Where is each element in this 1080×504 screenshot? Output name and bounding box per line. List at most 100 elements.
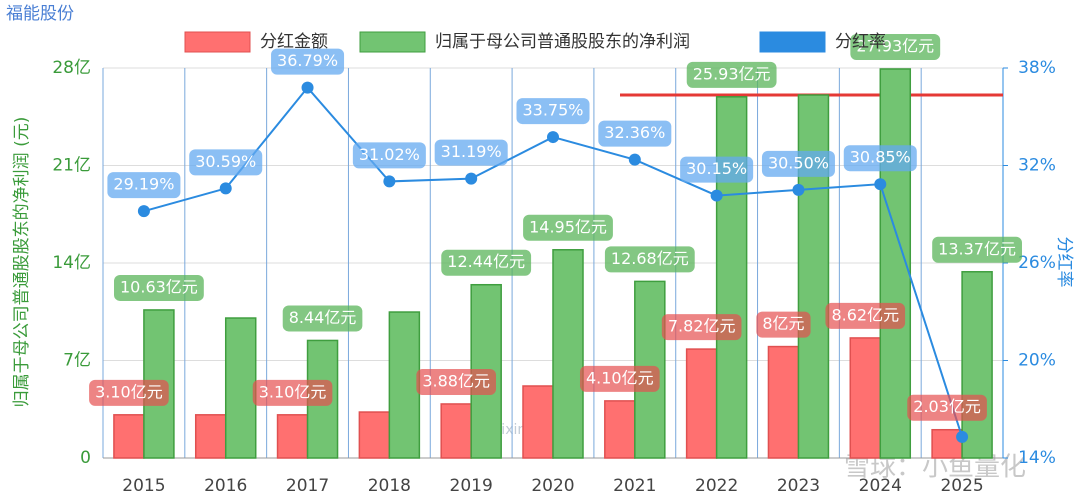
legend-swatch	[759, 31, 826, 53]
data-label: 4.10亿元	[586, 368, 654, 387]
point	[465, 172, 478, 185]
y2-tick-label: 14%	[1018, 448, 1056, 468]
data-label: 3.88亿元	[422, 371, 490, 390]
point	[219, 182, 232, 195]
label-box	[907, 394, 987, 421]
point	[956, 430, 969, 443]
y2-axis-label: 分红率	[1054, 237, 1074, 288]
data-label: 2.03亿元	[913, 397, 981, 416]
data-label: 12.44亿元	[447, 252, 525, 271]
data-label: 30.85%	[850, 148, 911, 167]
bar	[552, 249, 584, 459]
x-tick-label: 2021	[613, 476, 656, 496]
value-label: 3.88亿元	[416, 368, 497, 395]
bar	[931, 428, 963, 459]
value-label: 3.10亿元	[89, 379, 169, 406]
bar	[522, 385, 554, 459]
bar	[224, 317, 257, 459]
x-tick-label: 2017	[286, 476, 329, 496]
y-axis-label: 归属于母公司普通股股东的净利润 (元)	[12, 117, 32, 408]
data-label: 33.75%	[522, 101, 583, 120]
x-tick-label: 2018	[368, 476, 411, 496]
data-label: 12.68亿元	[611, 249, 689, 268]
bar	[194, 414, 227, 459]
bar	[715, 96, 748, 459]
value-label: 12.68亿元	[604, 246, 695, 273]
data-label: 3.10亿元	[95, 382, 163, 401]
label-box	[843, 145, 917, 172]
bar	[767, 345, 800, 459]
label-box	[661, 314, 742, 341]
data-label: 8.44亿元	[289, 308, 357, 327]
label-box	[598, 120, 672, 147]
x-tick-label: 2022	[695, 476, 738, 496]
label-box	[416, 368, 497, 395]
label-box	[89, 379, 169, 406]
bar	[685, 348, 718, 459]
bar	[113, 414, 145, 459]
value-label: 3.10亿元	[252, 379, 333, 406]
data-label: 8.62亿元	[831, 305, 899, 324]
x-tick-label: 2020	[531, 476, 574, 496]
label-box	[825, 302, 906, 329]
label-box	[434, 139, 508, 166]
legend-label: 分红金额	[260, 32, 328, 52]
point	[301, 81, 314, 94]
y2-tick-label: 20%	[1018, 351, 1056, 371]
value-label: 14.95亿元	[523, 214, 613, 241]
value-label: 30.15%	[680, 156, 754, 183]
bar	[276, 414, 309, 459]
data-label: 8亿元	[762, 314, 804, 333]
label-box	[516, 98, 590, 125]
label-box	[680, 156, 754, 183]
data-label: 32.36%	[604, 123, 665, 142]
legend-swatch	[359, 31, 426, 53]
value-label: 8亿元	[756, 311, 811, 338]
y2-tick-label: 32%	[1018, 156, 1056, 176]
label-box	[850, 33, 941, 60]
value-label: 32.36%	[598, 120, 672, 147]
value-label: 29.19%	[107, 172, 181, 199]
data-label: 29.19%	[113, 175, 174, 194]
y-tick-label: 14亿	[52, 253, 91, 273]
x-tick-label: 2024	[859, 476, 902, 496]
y2-tick-label: 38%	[1018, 58, 1056, 78]
data-label: 3.10亿元	[259, 382, 327, 401]
data-label: 30.50%	[768, 153, 829, 172]
value-label: 27.93亿元	[850, 33, 941, 60]
x-tick-label: 2019	[450, 476, 493, 496]
value-label: 33.75%	[516, 98, 590, 125]
data-label: 14.95亿元	[529, 217, 607, 236]
value-label: 7.82亿元	[661, 314, 742, 341]
bar	[358, 411, 391, 459]
legend-label: 归属于母公司普通股股东的净利润	[435, 32, 690, 52]
y-tick-label: 0	[80, 448, 91, 468]
point	[547, 131, 559, 144]
value-label: 25.93亿元	[686, 61, 777, 88]
y-tick-label: 7亿	[63, 351, 91, 371]
value-label: 31.02%	[352, 142, 426, 169]
point	[874, 178, 887, 191]
label-box	[271, 48, 345, 75]
chart-title: 福能股份	[6, 4, 74, 24]
label-box	[756, 311, 811, 338]
data-label: 30.15%	[686, 159, 747, 178]
label-box	[523, 214, 613, 241]
value-label: 30.59%	[189, 149, 263, 176]
point	[137, 205, 150, 218]
y2-tick-label: 26%	[1018, 253, 1056, 273]
label-box	[282, 305, 363, 332]
bar	[388, 311, 421, 459]
label-box	[686, 61, 777, 88]
bar	[849, 337, 882, 459]
data-label: 25.93亿元	[693, 64, 771, 83]
value-label: 4.10亿元	[579, 365, 660, 392]
data-label: 13.37亿元	[938, 239, 1016, 258]
data-label: 31.02%	[359, 145, 420, 164]
data-label: 31.19%	[441, 142, 502, 161]
data-label: 36.79%	[277, 51, 338, 70]
value-label: 31.19%	[434, 139, 508, 166]
point	[792, 183, 805, 196]
legend-swatch	[184, 31, 251, 53]
value-label: 36.79%	[271, 48, 345, 75]
